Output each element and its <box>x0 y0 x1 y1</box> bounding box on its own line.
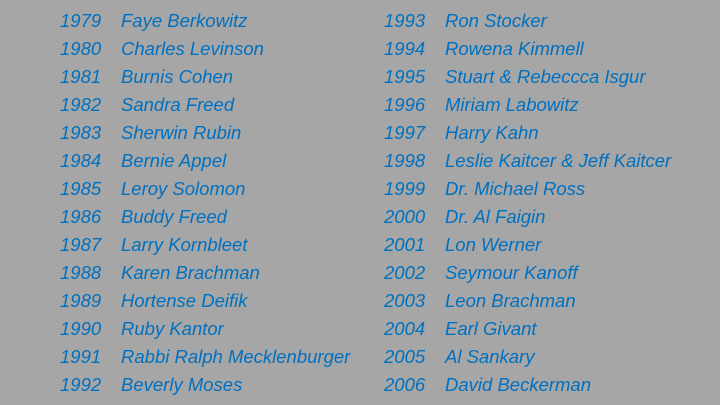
honoree-list-right: 1993 Ron Stocker 1994 Rowena Kimmell 1995 Stu… <box>384 7 671 399</box>
honoree-name: Ron Stocker <box>445 10 547 31</box>
honoree-name: Dr. Michael Ross <box>445 178 586 199</box>
honoree-name: Seymour Kanoff <box>445 262 578 283</box>
honoree-name: Beverly Moses <box>121 374 243 395</box>
list-item: 1997 Harry Kahn <box>384 119 671 147</box>
honoree-name: Karen Brachman <box>121 262 260 283</box>
year: 2006 <box>384 374 426 395</box>
year: 1987 <box>60 234 102 255</box>
year: 2003 <box>384 290 426 311</box>
honoree-list-left: 1979 Faye Berkowitz 1980 Charles Levinson 19… <box>60 7 350 399</box>
year: 1998 <box>384 150 426 171</box>
year: 1980 <box>60 38 102 59</box>
honoree-name: Rabbi Ralph Mecklenburger <box>121 346 351 367</box>
year: 1988 <box>60 262 102 283</box>
year: 1994 <box>384 38 426 59</box>
list-item: 1992 Beverly Moses <box>60 371 350 399</box>
list-item: 1985 Leroy Solomon <box>60 175 350 203</box>
list-item: 1991 Rabbi Ralph Mecklenburger <box>60 343 350 371</box>
list-item: 2002 Seymour Kanoff <box>384 259 671 287</box>
honoree-name: Dr. Al Faigin <box>445 206 546 227</box>
year: 1984 <box>60 150 102 171</box>
honoree-name: Harry Kahn <box>445 122 539 143</box>
list-item: 2006 David Beckerman <box>384 371 671 399</box>
list-item: 1989 Hortense Deifik <box>60 287 350 315</box>
year: 1982 <box>60 94 102 115</box>
honoree-name: Bernie Appel <box>121 150 227 171</box>
list-item: 1979 Faye Berkowitz <box>60 7 350 35</box>
honoree-name: Leroy Solomon <box>121 178 246 199</box>
year: 1986 <box>60 206 102 227</box>
honoree-name: Ruby Kantor <box>121 318 224 339</box>
list-item: 2000 Dr. Al Faigin <box>384 203 671 231</box>
year: 2004 <box>384 318 426 339</box>
year: 1991 <box>60 346 102 367</box>
year: 1999 <box>384 178 426 199</box>
list-item: 2001 Lon Werner <box>384 231 671 259</box>
year: 1992 <box>60 374 102 395</box>
honoree-name: Miriam Labowitz <box>445 94 579 115</box>
list-item: 1986 Buddy Freed <box>60 203 350 231</box>
honoree-name: Rowena Kimmell <box>445 38 584 59</box>
list-item: 1993 Ron Stocker <box>384 7 671 35</box>
list-item: 2004 Earl Givant <box>384 315 671 343</box>
honoree-name: Lon Werner <box>445 234 542 255</box>
honoree-name: Sandra Freed <box>121 94 235 115</box>
year: 1981 <box>60 66 102 87</box>
year: 1983 <box>60 122 102 143</box>
honoree-name: David Beckerman <box>445 374 592 395</box>
year: 2005 <box>384 346 426 367</box>
year: 2000 <box>384 206 426 227</box>
list-item: 1996 Miriam Labowitz <box>384 91 671 119</box>
year: 1979 <box>60 10 102 31</box>
year: 2002 <box>384 262 426 283</box>
list-item: 1995 Stuart & Rebeccca Isgur <box>384 63 671 91</box>
list-item: 1988 Karen Brachman <box>60 259 350 287</box>
list-item: 2005 Al Sankary <box>384 343 671 371</box>
honoree-name: Stuart & Rebeccca Isgur <box>445 66 646 87</box>
list-item: 1987 Larry Kornbleet <box>60 231 350 259</box>
year: 1995 <box>384 66 426 87</box>
honoree-name: Hortense Deifik <box>121 290 248 311</box>
year: 1993 <box>384 10 426 31</box>
honoree-name: Earl Givant <box>445 318 537 339</box>
honoree-name: Al Sankary <box>445 346 535 367</box>
year: 1985 <box>60 178 102 199</box>
list-item: 1994 Rowena Kimmell <box>384 35 671 63</box>
honoree-name: Charles Levinson <box>121 38 264 59</box>
year: 2001 <box>384 234 426 255</box>
list-item: 1984 Bernie Appel <box>60 147 350 175</box>
year: 1989 <box>60 290 102 311</box>
list-item: 2003 Leon Brachman <box>384 287 671 315</box>
year: 1997 <box>384 122 426 143</box>
list-item: 1990 Ruby Kantor <box>60 315 350 343</box>
honoree-name: Leslie Kaitcer & Jeff Kaitcer <box>445 150 672 171</box>
list-item: 1980 Charles Levinson <box>60 35 350 63</box>
honoree-name: Larry Kornbleet <box>121 234 248 255</box>
year: 1990 <box>60 318 102 339</box>
list-item: 1999 Dr. Michael Ross <box>384 175 671 203</box>
list-item: 1982 Sandra Freed <box>60 91 350 119</box>
year: 1996 <box>384 94 426 115</box>
list-item: 1998 Leslie Kaitcer & Jeff Kaitcer <box>384 147 671 175</box>
list-item: 1981 Burnis Cohen <box>60 63 350 91</box>
honoree-name: Faye Berkowitz <box>121 10 248 31</box>
list-item: 1983 Sherwin Rubin <box>60 119 350 147</box>
honoree-name: Leon Brachman <box>445 290 576 311</box>
honoree-name: Burnis Cohen <box>121 66 234 87</box>
honoree-name: Buddy Freed <box>121 206 227 227</box>
honoree-name: Sherwin Rubin <box>121 122 242 143</box>
